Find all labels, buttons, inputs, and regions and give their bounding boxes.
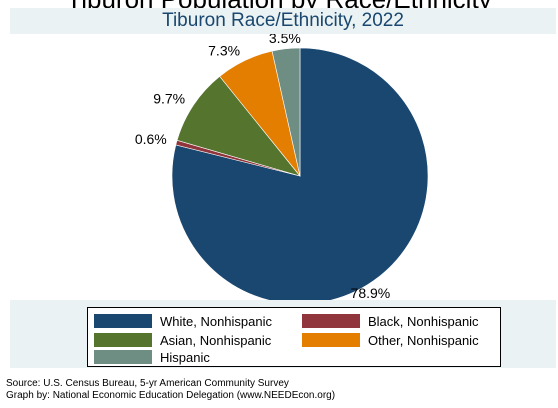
legend-item-asian: Asian, Nonhispanic (94, 331, 271, 349)
pie-label-hispanic: 3.5% (269, 34, 301, 46)
pie-slice-white (171, 47, 429, 300)
pie-chart: 78.9% 0.6% 9.7% 7.3% 3.5% (135, 34, 429, 300)
legend-label-other: Other, Nonhispanic (368, 332, 479, 348)
pie-label-asian: 9.7% (153, 91, 185, 107)
legend-item-black: Black, Nonhispanic (302, 312, 479, 330)
legend-item-white: White, Nonhispanic (94, 312, 272, 330)
legend-item-hispanic: Hispanic (94, 348, 210, 366)
legend-swatch-black (302, 314, 360, 328)
legend-label-hispanic: Hispanic (160, 349, 210, 365)
legend-label-asian: Asian, Nonhispanic (160, 332, 272, 348)
legend-label-white: White, Nonhispanic (160, 313, 272, 329)
pie-label-white: 78.9% (351, 285, 391, 300)
chart-area: Tiburon Race/Ethnicity, 2022 78.9% 0.6% 9.… (10, 8, 556, 300)
legend-item-other: Other, Nonhispanic (302, 331, 479, 349)
source-note: Source: U.S. Census Bureau, 5-yr America… (6, 378, 289, 389)
legend-label-black: Black, Nonhispanic (368, 313, 479, 329)
legend-swatch-white (94, 314, 152, 328)
legend-swatch-hispanic (94, 350, 152, 364)
legend: White, Nonhispanic Black, Nonhispanic As… (87, 307, 501, 367)
chart-title: Tiburon Race/Ethnicity, 2022 (162, 10, 404, 31)
pie-slice-hispanic (271, 47, 301, 177)
plot-region: 78.9% 0.6% 9.7% 7.3% 3.5% (10, 34, 556, 300)
credit-note: Graph by: National Economic Education De… (6, 390, 336, 401)
legend-area: White, Nonhispanic Black, Nonhispanic As… (10, 300, 556, 368)
pie-label-black: 0.6% (135, 131, 167, 147)
legend-swatch-asian (94, 333, 152, 347)
pie-label-other: 7.3% (208, 43, 240, 59)
legend-swatch-other (302, 333, 360, 347)
pie-slice-asian (176, 75, 301, 177)
